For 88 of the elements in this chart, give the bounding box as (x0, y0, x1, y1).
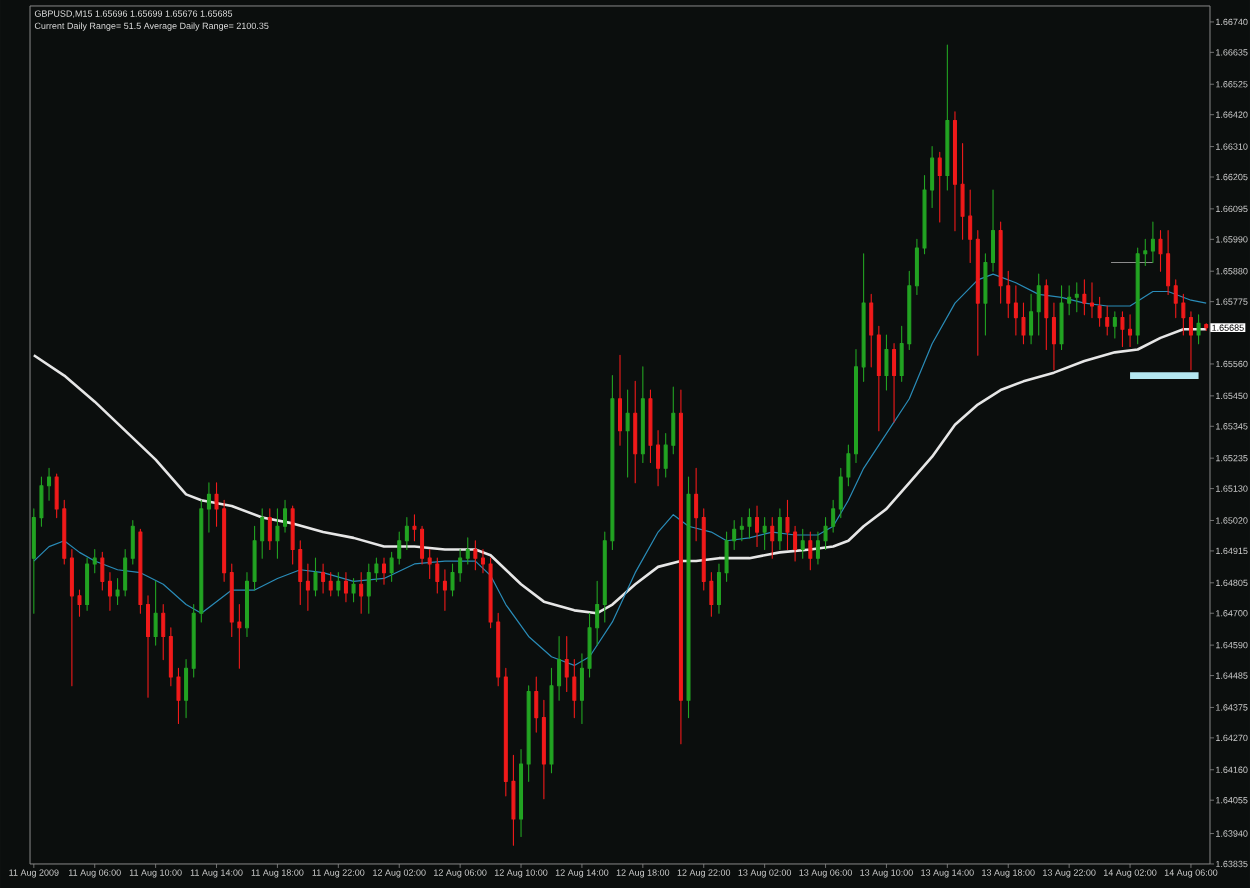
candlestick (412, 514, 417, 542)
candlestick (1082, 279, 1087, 316)
candlestick (465, 537, 470, 565)
candlestick (275, 508, 280, 559)
candlestick (876, 325, 881, 432)
candlestick (686, 476, 691, 719)
candlestick (534, 676, 539, 733)
candlestick (1090, 282, 1094, 319)
candlestick (1188, 311, 1193, 371)
candlestick (328, 572, 333, 597)
candlestick (640, 366, 645, 464)
candlestick (404, 517, 409, 551)
line-series (33, 273, 1207, 667)
candlestick (107, 572, 112, 611)
candlestick (777, 508, 782, 551)
candlestick (305, 563, 310, 611)
candlestick (747, 508, 752, 539)
candlestick (625, 389, 630, 478)
candlestick (975, 230, 980, 356)
candlestick (983, 253, 988, 336)
candlestick (1074, 282, 1079, 313)
candlestick (366, 563, 371, 614)
candlestick (694, 467, 699, 542)
candlestick (313, 557, 318, 597)
candlestick (267, 508, 272, 551)
candlestick (648, 389, 653, 464)
candlestick (808, 531, 813, 571)
candlestick (945, 44, 950, 191)
candlestick (161, 603, 166, 661)
candlestick (1044, 279, 1049, 351)
candlestick (952, 111, 957, 232)
candlestick (130, 519, 135, 565)
candlestick (206, 482, 211, 533)
candlestick (359, 572, 364, 614)
candlestick (473, 540, 478, 571)
candlestick (579, 653, 584, 724)
candlestick (1166, 230, 1171, 295)
candlestick (1112, 311, 1117, 339)
candlestick (47, 467, 52, 501)
candlestick (1105, 305, 1110, 336)
candlestick (1120, 311, 1125, 348)
candlestick (382, 557, 386, 585)
candlestick (420, 525, 425, 565)
candlestick (541, 699, 546, 800)
candlestick (861, 253, 866, 382)
candlestick (1196, 314, 1201, 345)
candlestick (351, 577, 356, 603)
line-series (32, 327, 1208, 615)
candlestick (519, 748, 524, 837)
candlestick (321, 563, 326, 594)
candlestick (633, 380, 638, 484)
candlestick (800, 528, 805, 559)
candlestick (937, 151, 942, 223)
candlestick (869, 293, 874, 368)
candlestick (244, 572, 249, 637)
candlestick (991, 189, 996, 272)
candlestick (884, 334, 889, 391)
candlestick (762, 517, 767, 551)
candlestick (1029, 293, 1034, 345)
candlestick (184, 659, 189, 719)
candlestick (755, 505, 760, 548)
candlestick (138, 528, 143, 614)
candlestick (892, 343, 897, 423)
candlestick (1051, 302, 1056, 371)
candlestick (336, 572, 341, 597)
candlestick (92, 548, 97, 574)
candlestick (69, 548, 74, 687)
candlestick (442, 569, 447, 611)
candlestick (435, 557, 440, 594)
candlestick (1150, 221, 1155, 264)
candlestick (1059, 285, 1064, 351)
candlestick (1013, 285, 1018, 336)
candlestick (85, 557, 90, 611)
candlestick (678, 389, 683, 745)
candlestick (153, 580, 158, 646)
candlestick (123, 548, 128, 597)
candlestick (146, 595, 151, 698)
candlestick (770, 517, 775, 559)
candlestick (343, 572, 348, 603)
candlestick (100, 551, 105, 591)
candlestick (526, 685, 531, 782)
candlestick (1128, 314, 1133, 348)
candlestick (1135, 247, 1140, 345)
candlestick (656, 430, 661, 487)
candlestick (618, 354, 622, 446)
candlestick (1036, 273, 1041, 336)
candlestick (854, 348, 858, 464)
candlestick (1204, 323, 1209, 331)
